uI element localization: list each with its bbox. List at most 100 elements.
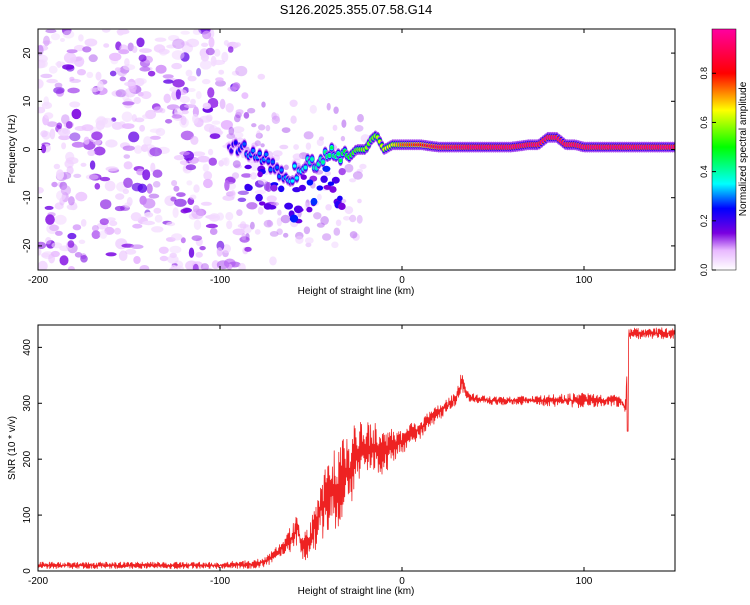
- spectrogram-noise-blob: [132, 223, 143, 229]
- spectrogram-noise-blob: [130, 212, 142, 222]
- spectrogram-noise-blob: [189, 194, 197, 200]
- spectrogram-noise-blob: [269, 231, 279, 237]
- spectrogram-noise-blob: [124, 58, 130, 67]
- spectrogram-noise-blob: [144, 212, 154, 218]
- spectrogram-noise-blob: [65, 121, 73, 129]
- spectrogram-noise-blob: [138, 54, 147, 62]
- spectrogram-ridge-mark: [310, 157, 314, 161]
- spectrogram-noise-blob: [359, 163, 367, 170]
- spectrogram-noise-blob: [54, 214, 67, 225]
- snr-panel: -200 -100 0 100 0 100 200 300 400 Height of str…: [7, 324, 676, 597]
- spectrogram-noise-blob: [309, 104, 317, 114]
- spectrogram-noise-blob: [95, 71, 102, 81]
- spectrogram-noise-blob: [40, 252, 50, 258]
- spectrogram-noise-blob: [265, 182, 273, 192]
- spectrogram-noise-blob: [165, 119, 173, 124]
- spectrogram-ytick-label: 20: [22, 47, 33, 59]
- spectrogram-noise-blob: [231, 172, 240, 180]
- spectrogram-noise-blob: [43, 35, 50, 47]
- spectrogram-noise-blob: [176, 192, 186, 198]
- spectrogram-noise-blob: [171, 114, 183, 119]
- spectrogram-noise-blob: [199, 246, 206, 251]
- spectrogram-noise-blob: [211, 120, 221, 125]
- spectrogram-noise-blob: [155, 127, 166, 137]
- spectrogram-noise-blob: [137, 91, 144, 97]
- spectrogram-noise-blob: [281, 127, 291, 133]
- spectrogram-noise-blob: [305, 142, 312, 150]
- spectrogram-noise-blob: [90, 87, 100, 93]
- spectrogram-noise-blob: [85, 174, 99, 180]
- spectrogram-noise-blob: [200, 201, 212, 206]
- spectrogram-noise-blob: [38, 260, 48, 270]
- spectrogram-noise-blob: [214, 48, 221, 57]
- spectrogram-noise-blob: [137, 183, 148, 193]
- spectrogram-noise-blob: [216, 260, 230, 270]
- spectrogram-noise-blob: [146, 183, 153, 194]
- spectrogram-noise-blob: [256, 130, 261, 139]
- spectrogram-noise-blob: [49, 224, 60, 232]
- spectrogram-noise-blob: [118, 49, 130, 55]
- spectrogram-noise-blob: [56, 169, 64, 181]
- spectrogram-noise-blob: [97, 80, 104, 92]
- spectrogram-noise-blob: [169, 245, 182, 254]
- spectrogram-noise-blob: [152, 181, 161, 188]
- spectrogram-noise-blob: [128, 131, 140, 143]
- spectrogram-noise-blob: [38, 106, 46, 114]
- spectrogram-noise-blob: [159, 49, 168, 56]
- colorbar-tick-label: 0.6: [699, 116, 709, 129]
- spectrogram-noise-blob: [209, 228, 218, 235]
- spectrogram-noise-blob: [152, 169, 163, 178]
- snr-ytick-label: 0: [22, 568, 33, 574]
- spectrogram-noise-blob: [290, 115, 297, 124]
- spectrogram-noise-blob: [277, 209, 282, 216]
- spectrogram-noise-blob: [136, 37, 145, 48]
- spectrogram-noise-blob: [303, 131, 314, 140]
- spectrogram-noise-blob: [45, 214, 55, 225]
- spectrogram-noise-blob: [251, 123, 257, 128]
- spectrogram-noise-blob: [249, 161, 260, 171]
- spectrogram-noise-blob: [224, 180, 230, 191]
- spectrogram-noise-blob: [212, 103, 219, 108]
- spectrogram-noise-blob: [44, 205, 54, 210]
- spectrogram-noise-blob: [38, 59, 48, 68]
- spectrogram-noise-blob: [199, 60, 212, 70]
- spectrogram-noise-blob: [53, 163, 61, 170]
- spectrogram-noise-blob: [115, 193, 125, 200]
- spectrogram-noise-blob: [239, 221, 247, 231]
- snr-xlabel: Height of straight line (km): [298, 586, 415, 597]
- spectrogram-noise-blob: [78, 239, 86, 244]
- spectrogram-noise-blob: [118, 250, 128, 261]
- spectrogram-noise-blob: [137, 78, 147, 85]
- spectrogram-ridge-mark: [672, 145, 675, 149]
- spectrogram-noise-blob: [221, 157, 228, 166]
- spectrogram-noise-blob: [320, 216, 329, 225]
- spectrogram-noise-blob: [173, 185, 180, 192]
- spectrogram-ridge-mark: [327, 181, 335, 186]
- spectrogram-noise-blob: [254, 229, 261, 235]
- spectrogram-noise-blob: [58, 134, 71, 141]
- spectrogram-noise-blob: [105, 166, 119, 172]
- spectrogram-noise-blob: [218, 69, 225, 75]
- spectrogram-noise-blob: [114, 67, 121, 72]
- spectrogram-noise-blob: [122, 145, 135, 151]
- spectrogram-noise-blob: [87, 149, 96, 156]
- spectrogram-noise-blob: [126, 197, 133, 206]
- spectrogram-ridge-mark: [293, 205, 303, 214]
- spectrogram-ridge-mark: [338, 168, 346, 176]
- spectrogram-noise-blob: [95, 117, 109, 126]
- spectrogram-noise-blob: [200, 263, 209, 270]
- snr-ytick-label: 300: [22, 394, 33, 411]
- spectrogram-noise-blob: [192, 263, 199, 270]
- spectrogram-y-axis: -20 -10 0 10 20: [22, 47, 675, 253]
- spectrogram-xtick-label: -100: [210, 275, 230, 286]
- spectrogram-noise-blob: [80, 254, 88, 263]
- spectrogram-noise-blob: [38, 45, 49, 51]
- spectrogram-noise-blob: [215, 77, 224, 82]
- spectrogram-noise-blob: [241, 173, 252, 178]
- spectrogram-noise-blob: [265, 124, 271, 132]
- spectrogram-noise-blob: [196, 67, 202, 77]
- spectrogram-noise-blob: [99, 176, 111, 182]
- colorbar-label: Normalized spectral amplitude: [738, 81, 749, 216]
